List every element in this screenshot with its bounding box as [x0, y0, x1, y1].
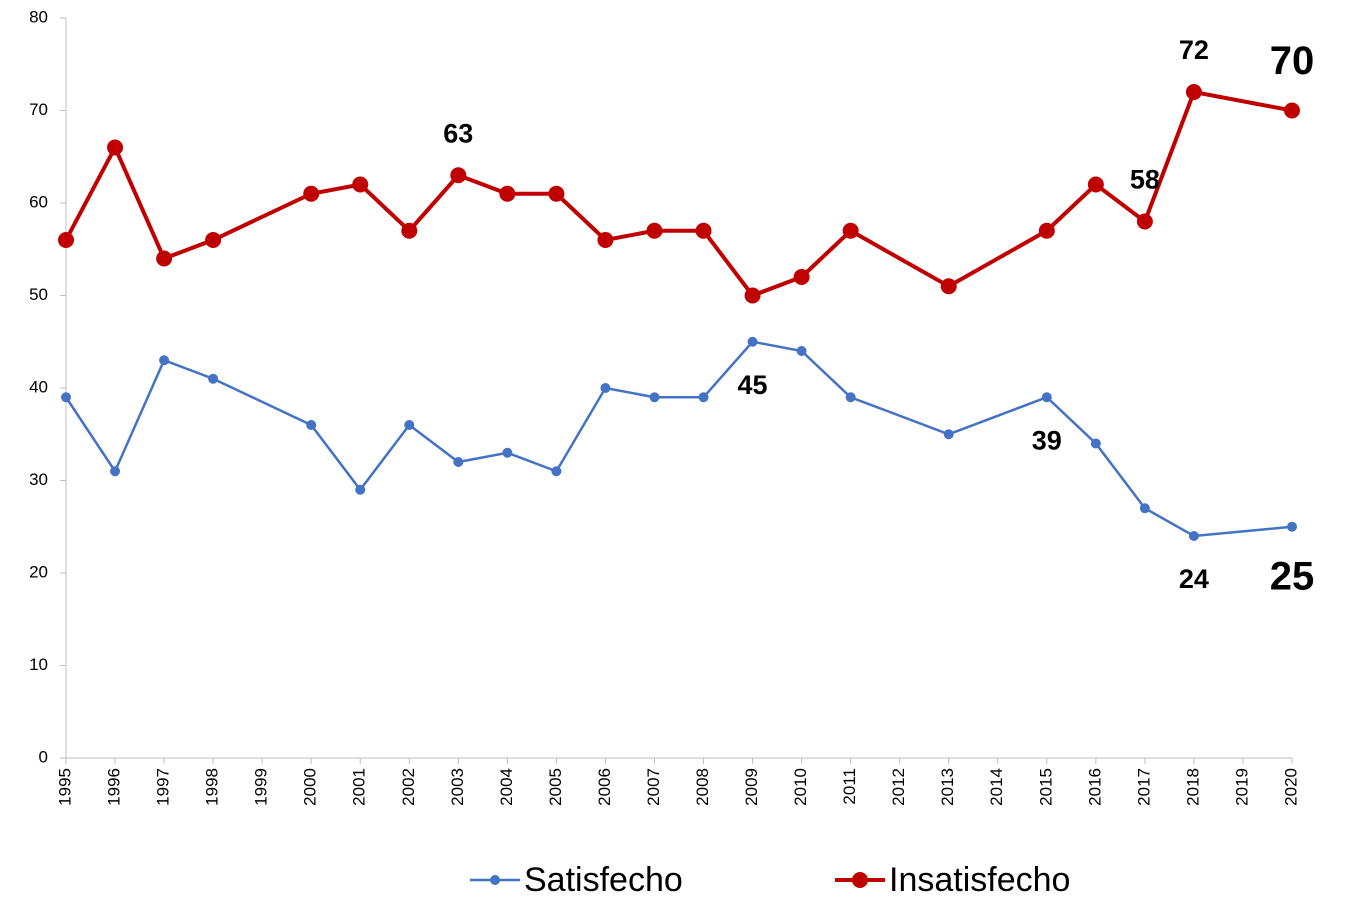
point [352, 176, 369, 193]
series-line [64, 340, 1293, 538]
point [1139, 503, 1150, 514]
x-tick-label: 2012 [889, 768, 908, 806]
point [450, 167, 467, 184]
x-tick-label: 2020 [1281, 768, 1300, 806]
y-tick-label: 40 [29, 377, 48, 396]
point [548, 185, 565, 202]
x-tick-label: 2005 [546, 768, 565, 806]
point [695, 222, 712, 239]
point [646, 222, 663, 239]
y-tick-label: 30 [29, 470, 48, 489]
point [401, 222, 418, 239]
y-tick-label: 10 [29, 655, 48, 674]
point [597, 232, 614, 248]
point [600, 383, 611, 393]
x-tick-label: 1995 [55, 768, 74, 806]
x-tick-label: 2010 [791, 768, 810, 806]
point [110, 466, 121, 477]
y-tick-label: 70 [29, 100, 48, 119]
y-tick-label: 50 [29, 285, 48, 304]
x-tick-label: 2000 [301, 768, 320, 806]
point [793, 269, 810, 285]
data-label: 39 [1032, 425, 1062, 455]
point [502, 447, 513, 458]
point [404, 420, 415, 430]
point [58, 232, 74, 248]
legend-label: Insatisfecho [889, 861, 1070, 899]
point [1041, 392, 1052, 403]
x-tick-label: 1999 [252, 768, 271, 806]
point [453, 457, 464, 467]
series-line [64, 89, 1293, 298]
x-tick-label: 2011 [840, 768, 859, 805]
point [551, 466, 562, 477]
point [943, 429, 954, 440]
point [1136, 213, 1153, 230]
point [649, 392, 660, 403]
data-label: 58 [1130, 165, 1160, 195]
point [842, 222, 859, 239]
x-tick-label: 2008 [693, 768, 712, 806]
point [1188, 531, 1199, 541]
x-tick-label: 1996 [105, 768, 124, 806]
point [306, 420, 317, 430]
y-tick-label: 60 [29, 192, 48, 211]
data-label: 63 [443, 118, 473, 148]
legend-marker [490, 875, 500, 885]
point [698, 392, 709, 403]
x-tick-label: 2019 [1232, 768, 1251, 806]
point [744, 287, 761, 304]
legend-marker [852, 872, 868, 888]
point [1185, 84, 1202, 100]
data-label: 25 [1270, 554, 1315, 598]
point [499, 185, 516, 202]
point [1287, 521, 1297, 532]
x-tick-label: 2014 [987, 768, 1006, 806]
x-tick-label: 2018 [1183, 768, 1202, 806]
x-tick-label: 2004 [497, 768, 516, 806]
x-tick-label: 2016 [1085, 768, 1104, 806]
x-tick-label: 1997 [154, 768, 173, 806]
x-tick-label: 2001 [350, 768, 369, 806]
legend-label: Satisfecho [524, 861, 683, 899]
point [845, 392, 856, 403]
point [208, 373, 219, 384]
x-tick-label: 2015 [1036, 768, 1055, 806]
y-tick-label: 20 [29, 562, 48, 581]
y-tick-label: 0 [39, 747, 48, 766]
point [940, 278, 957, 295]
data-label: 45 [738, 370, 768, 400]
point [303, 185, 320, 202]
point [205, 232, 222, 248]
x-tick-label: 2013 [938, 768, 957, 806]
point [1038, 222, 1055, 239]
y-tick-label: 80 [29, 7, 48, 26]
x-tick-label: 2003 [448, 768, 467, 806]
point [156, 250, 173, 267]
point [1087, 176, 1104, 193]
x-tick-label: 2017 [1134, 768, 1153, 806]
point [796, 346, 807, 356]
point [1090, 438, 1101, 449]
x-tick-label: 2007 [644, 768, 663, 806]
point [747, 336, 758, 347]
x-tick-label: 1998 [203, 768, 222, 806]
point [1284, 102, 1300, 119]
x-tick-label: 2002 [399, 768, 418, 806]
x-tick-label: 2009 [742, 768, 761, 806]
data-label: 70 [1270, 39, 1315, 83]
point [107, 139, 124, 156]
point [355, 484, 366, 495]
data-label: 24 [1179, 564, 1209, 594]
point [61, 392, 71, 403]
point [159, 355, 170, 366]
data-label: 72 [1179, 35, 1209, 65]
x-tick-label: 2006 [595, 768, 614, 806]
